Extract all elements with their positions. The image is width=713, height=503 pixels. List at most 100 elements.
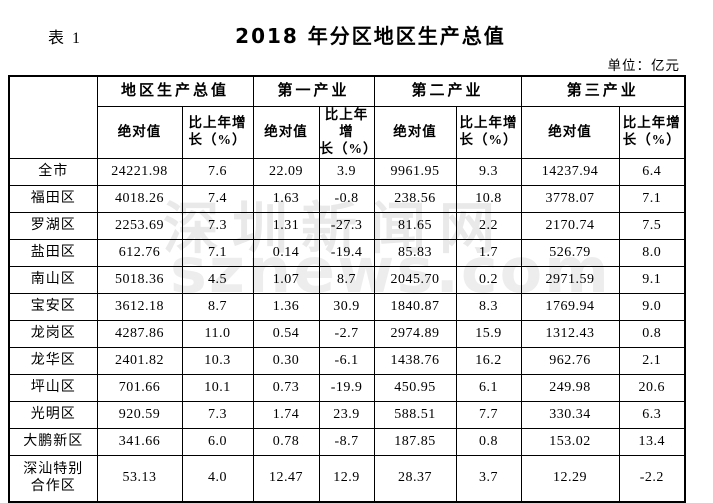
- column-group-primary-industry: 第一产业: [252, 75, 375, 107]
- value-cell: 1.31: [252, 211, 320, 240]
- value-cell: 10.1: [181, 373, 254, 402]
- page-title: 2018 年分区地区生产总值: [235, 24, 506, 48]
- value-cell: 1.74: [252, 400, 320, 429]
- value-cell: 11.0: [181, 319, 254, 348]
- value-cell: 5018.36: [96, 265, 183, 294]
- value-cell: 526.79: [520, 238, 620, 267]
- table-row: 龙华区 2401.82 10.3 0.30 -6.1 1438.76 16.2 962.76 2…: [8, 346, 686, 375]
- table-row: 龙岗区 4287.86 11.0 0.54 -2.7 2974.89 15.9 1312.43…: [8, 319, 686, 348]
- value-cell: 8.7: [181, 292, 254, 321]
- value-cell: 81.65: [373, 211, 457, 240]
- subheader-growth-line2: 长（%）: [622, 132, 681, 148]
- value-cell: 9.3: [455, 157, 522, 186]
- value-cell: 701.66: [96, 373, 183, 402]
- region-name-cell: 盐田区: [8, 238, 98, 267]
- value-cell: 12.47: [252, 454, 320, 503]
- subheader-growth-rate: 比上年增 长（%）: [181, 106, 254, 159]
- value-cell: 7.7: [455, 400, 522, 429]
- value-cell: 2974.89: [373, 319, 457, 348]
- value-cell: 0.54: [252, 319, 320, 348]
- region-name-cell: 龙华区: [8, 346, 98, 375]
- value-cell: 3778.07: [520, 184, 620, 213]
- value-cell: 2.1: [618, 346, 686, 375]
- value-cell: 7.1: [181, 238, 254, 267]
- subheader-growth-line1: 比上年增: [622, 115, 681, 131]
- value-cell: 2253.69: [96, 211, 183, 240]
- value-cell: 24221.98: [96, 157, 183, 186]
- region-name-cell: 龙岗区: [8, 319, 98, 348]
- value-cell: 4.0: [181, 454, 254, 503]
- value-cell: -19.9: [318, 373, 375, 402]
- value-cell: 6.1: [455, 373, 522, 402]
- value-cell: -19.4: [318, 238, 375, 267]
- value-cell: 450.95: [373, 373, 457, 402]
- table-row: 宝安区 3612.18 8.7 1.36 30.9 1840.87 8.3 1769.94 9.…: [8, 292, 686, 321]
- value-cell: 7.5: [618, 211, 686, 240]
- value-cell: 3612.18: [96, 292, 183, 321]
- value-cell: 10.8: [455, 184, 522, 213]
- region-name-cell: 深汕特别合作区: [8, 454, 98, 503]
- value-cell: 249.98: [520, 373, 620, 402]
- subheader-row: 绝对值 比上年增 长（%） 绝对值 比上年增 长（%） 绝对值 比上年增 长（%…: [9, 106, 686, 159]
- value-cell: 53.13: [96, 454, 183, 503]
- value-cell: 1.63: [252, 184, 320, 213]
- subheader-growth-line2: 长（%）: [188, 132, 247, 148]
- value-cell: 14237.94: [520, 157, 620, 186]
- value-cell: 330.34: [520, 400, 620, 429]
- value-cell: 2401.82: [96, 346, 183, 375]
- value-cell: 920.59: [96, 400, 183, 429]
- value-cell: 0.78: [252, 427, 320, 456]
- region-name-cell: 福田区: [8, 184, 98, 213]
- value-cell: 0.14: [252, 238, 320, 267]
- value-cell: 4.5: [181, 265, 254, 294]
- value-cell: 187.85: [373, 427, 457, 456]
- value-cell: 1.36: [252, 292, 320, 321]
- value-cell: 0.73: [252, 373, 320, 402]
- value-cell: 22.09: [252, 157, 320, 186]
- value-cell: 4018.26: [96, 184, 183, 213]
- region-name-cell: 光明区: [8, 400, 98, 429]
- table-row: 全市 24221.98 7.6 22.09 3.9 9961.95 9.3 14237.94 6…: [8, 157, 686, 186]
- value-cell: 2971.59: [520, 265, 620, 294]
- region-name-cell: 宝安区: [8, 292, 98, 321]
- value-cell: 1.07: [252, 265, 320, 294]
- value-cell: 7.6: [181, 157, 254, 186]
- table-number-label: 表 1: [48, 30, 83, 47]
- value-cell: 15.9: [455, 319, 522, 348]
- value-cell: 238.56: [373, 184, 457, 213]
- value-cell: 30.9: [318, 292, 375, 321]
- value-cell: 0.8: [618, 319, 686, 348]
- value-cell: 7.4: [181, 184, 254, 213]
- value-cell: -27.3: [318, 211, 375, 240]
- subheader-absolute-value: 绝对值: [520, 106, 620, 159]
- value-cell: 1438.76: [373, 346, 457, 375]
- value-cell: 588.51: [373, 400, 457, 429]
- column-group-row: 地区生产总值 第一产业 第二产业 第三产业: [8, 75, 686, 159]
- value-cell: 7.3: [181, 211, 254, 240]
- subheader-growth-line2: 长（%）: [319, 140, 375, 156]
- table-row: 福田区 4018.26 7.4 1.63 -0.8 238.56 10.8 3778.07 7.…: [8, 184, 686, 213]
- value-cell: 28.37: [373, 454, 457, 503]
- value-cell: 1.7: [455, 238, 522, 267]
- value-cell: 85.83: [373, 238, 457, 267]
- value-cell: 6.0: [181, 427, 254, 456]
- column-group-tertiary-industry: 第三产业: [520, 75, 686, 107]
- value-cell: -6.1: [318, 346, 375, 375]
- value-cell: 23.9: [318, 400, 375, 429]
- value-cell: 13.4: [618, 427, 686, 456]
- value-cell: 6.4: [618, 157, 686, 186]
- subheader-absolute-value: 绝对值: [96, 106, 183, 159]
- value-cell: 0.8: [455, 427, 522, 456]
- value-cell: 612.76: [96, 238, 183, 267]
- value-cell: 16.2: [455, 346, 522, 375]
- table-row: 南山区 5018.36 4.5 1.07 8.7 2045.70 0.2 2971.59 9.1: [8, 265, 686, 294]
- subheader-absolute-value: 绝对值: [252, 106, 320, 159]
- value-cell: 341.66: [96, 427, 183, 456]
- value-cell: 7.3: [181, 400, 254, 429]
- value-cell: 962.76: [520, 346, 620, 375]
- value-cell: 20.6: [618, 373, 686, 402]
- region-name-cell: 南山区: [8, 265, 98, 294]
- value-cell: 9961.95: [373, 157, 457, 186]
- unit-note: 单位：亿元: [607, 58, 680, 73]
